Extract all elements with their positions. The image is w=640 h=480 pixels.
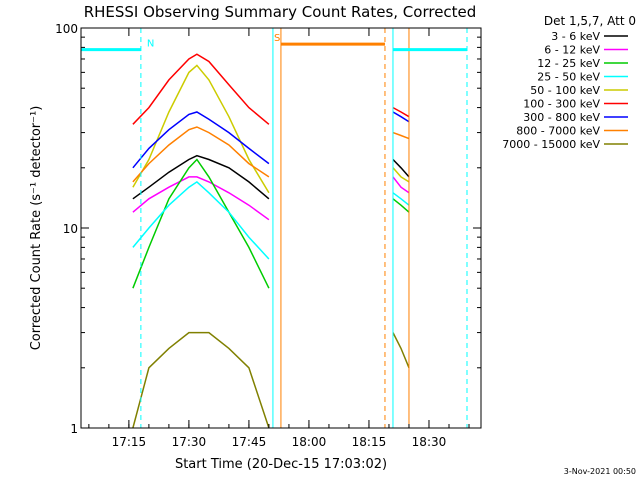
series-12-25-keV-line-0: [132, 158, 270, 289]
series-50-100-keV-line-1: [392, 167, 410, 183]
series-25-50-keV-line-0: [132, 180, 270, 260]
series-800-7000-keV-line-0: [132, 126, 270, 183]
legend-title: Det 1,5,7, Att 0: [544, 14, 636, 28]
series-6-12-keV-line-0: [132, 176, 270, 221]
series-300-800-keV-line-0: [132, 111, 270, 169]
legend-entry-label: 100 - 300 keV: [523, 98, 600, 111]
series-100-300-keV-line-1: [392, 106, 410, 118]
x-tick-label: 18:15: [352, 435, 387, 449]
y-tick-label: 10: [63, 222, 78, 236]
series-layer: [132, 53, 410, 428]
x-tick-label: 18:30: [412, 435, 447, 449]
y-axis-label: Corrected Count Rate (s⁻¹ detector⁻¹): [29, 106, 44, 351]
x-tick-label: 17:30: [172, 435, 207, 449]
legend-entry-label: 800 - 7000 keV: [516, 125, 600, 138]
legend-entry-label: 50 - 100 keV: [530, 84, 600, 97]
legend-entry-label: 6 - 12 keV: [544, 44, 600, 57]
legend-entry-label: 7000 - 15000 keV: [502, 138, 600, 151]
x-tick-label: 17:15: [112, 435, 147, 449]
flag-label: S: [274, 33, 280, 44]
legend-entry-label: 3 - 6 keV: [551, 30, 600, 43]
x-axis-label: Start Time (20-Dec-15 17:03:02): [175, 457, 387, 472]
legend-entry-label: 12 - 25 keV: [537, 57, 600, 70]
series-100-300-keV-line-0: [132, 53, 270, 125]
series-3-6-keV-line-0: [132, 154, 270, 200]
footer-date: 3-Nov-2021 00:50: [564, 467, 636, 476]
series-7000-15000-keV-line-1: [392, 332, 410, 369]
series-3-6-keV-line-1: [392, 158, 410, 178]
series-6-12-keV-line-1: [392, 176, 410, 194]
chart-title: RHESSI Observing Summary Count Rates, Co…: [84, 3, 477, 21]
series-800-7000-keV-line-1: [392, 131, 410, 140]
series-300-800-keV-line-1: [392, 111, 410, 123]
y-tick-label: 1: [70, 422, 78, 436]
x-tick-label: 17:45: [232, 435, 267, 449]
axis-layer: 17:15 17:30 17:45 18:00 18:15 18:30 1 10 100: [55, 22, 481, 449]
series-12-25-keV-line-1: [392, 198, 410, 213]
series-50-100-keV-line-0: [132, 64, 270, 194]
series-7000-15000-keV-line-0: [132, 331, 270, 428]
x-tick-label: 18:00: [292, 435, 327, 449]
flag-label: N: [147, 39, 154, 50]
series-25-50-keV-line-1: [392, 192, 410, 206]
legend-entry-label: 25 - 50 keV: [537, 71, 600, 84]
legend-entry-label: 300 - 800 keV: [523, 111, 600, 124]
y-tick-label: 100: [55, 22, 78, 36]
